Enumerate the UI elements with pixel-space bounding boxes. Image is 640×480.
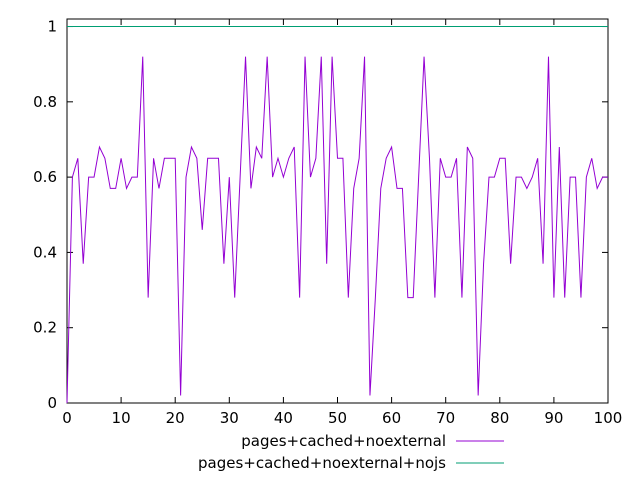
axis-ticks: 0 10 20 30 40 50 60 70 80 90 100 0 0.2 0.4 0.6 0.8 1 xyxy=(33,18,622,427)
y-tick-label: 0.2 xyxy=(33,319,57,337)
plot-frame xyxy=(66,18,609,404)
series-layer xyxy=(66,26,608,404)
x-tick-label: 100 xyxy=(594,409,623,427)
plot-border xyxy=(66,18,609,404)
x-tick-label: 40 xyxy=(274,409,293,427)
x-tick-label: 30 xyxy=(220,409,239,427)
x-tick-label: 80 xyxy=(490,409,509,427)
y-tick-label: 0.4 xyxy=(33,243,57,261)
y-tick-label: 0.6 xyxy=(33,168,57,186)
legend-label-2: pages+cached+noexternal+nojs xyxy=(198,454,446,472)
x-tick-label: 60 xyxy=(382,409,401,427)
series-line-1 xyxy=(66,56,608,404)
x-tick-label: 70 xyxy=(436,409,455,427)
x-tick-label: 10 xyxy=(112,409,131,427)
x-tick-label: 50 xyxy=(328,409,347,427)
x-tick-label: 20 xyxy=(166,409,185,427)
legend-label-1: pages+cached+noexternal xyxy=(241,432,446,450)
x-tick-label: 0 xyxy=(62,409,72,427)
legend: pages+cached+noexternal pages+cached+noex… xyxy=(198,432,504,472)
y-tick-label: 1 xyxy=(47,18,57,36)
x-tick-label: 90 xyxy=(544,409,563,427)
y-tick-label: 0.8 xyxy=(33,93,57,111)
y-tick-label: 0 xyxy=(47,394,57,412)
